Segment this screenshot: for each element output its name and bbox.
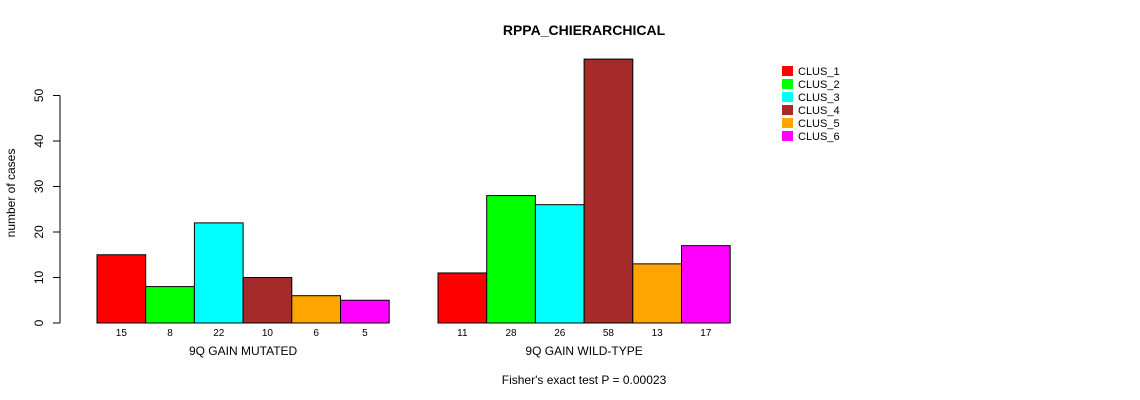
group-labels: 9Q GAIN MUTATED 9Q GAIN WILD-TYPE [189,344,643,358]
legend-swatch [782,105,793,115]
bar-value-label: 28 [505,328,517,339]
group-label: 9Q GAIN WILD-TYPE [525,344,642,358]
bar-clus-3-group-1 [193,222,244,324]
legend-label: CLUS_5 [798,118,840,130]
y-tick-label: 30 [32,180,46,194]
bar-value-label: 11 [457,328,468,339]
bar-value-label: 5 [362,328,368,339]
legend-label: CLUS_2 [798,79,840,91]
legend-label: CLUS_3 [798,92,840,104]
bar-value-label: 58 [603,328,615,339]
bar-clus-5-group-2 [632,263,682,324]
bar-value-label: 13 [652,328,664,339]
bar-clus-1-group-2 [437,272,488,324]
y-tick-label: 0 [32,319,46,326]
legend-swatch [782,79,793,89]
y-axis: 0 10 20 30 40 50 [32,89,61,326]
bar-value-label: 10 [262,328,274,339]
chart-title: RPPA_CHIERARCHICAL [503,22,666,38]
bar-clus-4-group-1 [242,277,293,324]
bar-value-labels: 15 8 22 10 6 5 11 28 26 58 13 17 [116,328,712,339]
y-tick-label: 10 [32,271,46,285]
legend-swatch [782,66,793,76]
bar-value-label: 6 [313,328,319,339]
legend-label: CLUS_4 [798,105,840,117]
y-tick-label: 20 [32,225,46,239]
bar-value-label: 26 [554,328,566,339]
bar-value-label: 22 [213,328,225,339]
bar-clus-4-group-2 [583,58,634,324]
bar-clus-2-group-2 [486,195,536,324]
bar-clus-2-group-1 [145,286,195,324]
legend-swatch [782,92,793,102]
group-label: 9Q GAIN MUTATED [189,344,298,358]
bar-clus-1-group-1 [96,254,147,324]
legend-label: CLUS_6 [798,131,840,143]
bar-clus-6-group-2 [681,245,731,324]
legend-swatch [782,118,793,128]
bar-value-label: 8 [167,328,173,339]
bar-clus-3-group-2 [534,204,585,324]
y-tick-label: 40 [32,134,46,148]
y-tick-label: 50 [32,89,46,103]
bars-group [96,58,731,324]
legend-label: CLUS_1 [798,66,840,78]
fisher-test-footnote: Fisher's exact test P = 0.00023 [502,373,667,387]
bar-clus-5-group-1 [291,295,341,324]
bar-value-label: 17 [700,328,712,339]
legend-swatch [782,131,793,141]
bar-value-label: 15 [116,328,128,339]
y-axis-label: number of cases [4,149,18,238]
bar-clus-6-group-1 [340,299,390,324]
